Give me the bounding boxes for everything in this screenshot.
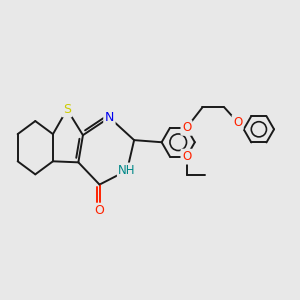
Text: O: O bbox=[182, 122, 191, 134]
Text: S: S bbox=[63, 103, 71, 116]
Text: O: O bbox=[233, 116, 242, 129]
Text: N: N bbox=[105, 111, 114, 124]
Text: O: O bbox=[182, 150, 191, 163]
Text: NH: NH bbox=[118, 164, 136, 177]
Text: O: O bbox=[94, 204, 104, 217]
